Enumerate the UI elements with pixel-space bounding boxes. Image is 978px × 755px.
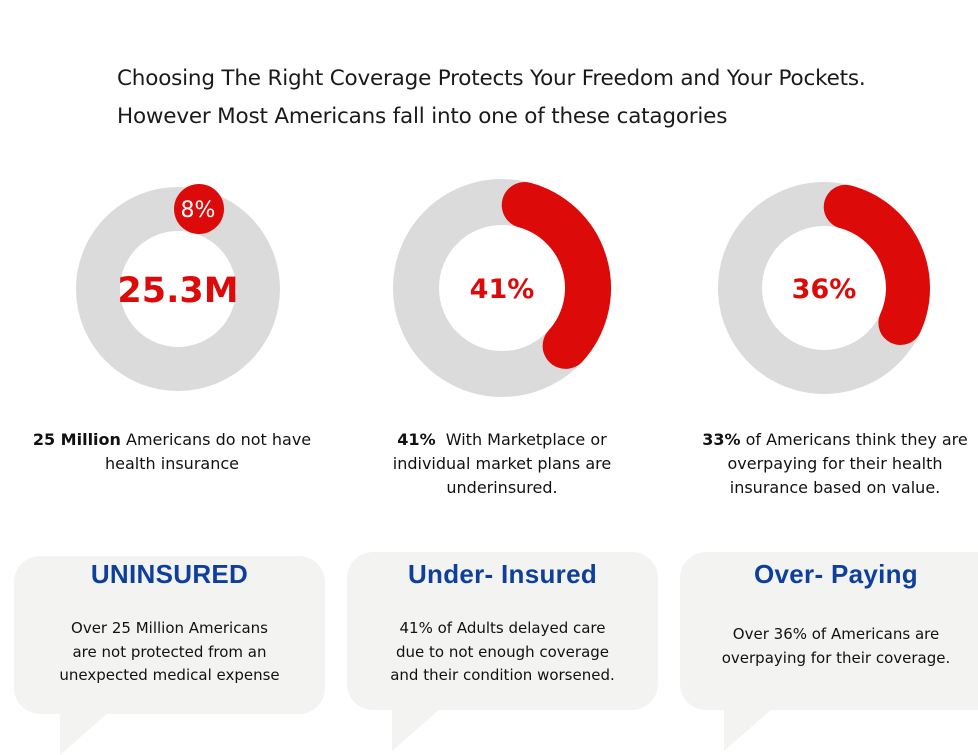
- card-body-line: Over 25 Million Americans: [71, 619, 268, 637]
- stat-caption-overpaying: 33% of Americans think they are overpayi…: [694, 428, 976, 500]
- category-card-uninsured: UNINSURED Over 25 Million Americans are …: [14, 556, 325, 714]
- stat-bold: 25 Million: [32, 430, 121, 449]
- donut-arc: [823, 184, 930, 345]
- donut-arc: [501, 182, 611, 369]
- highlight-badge: 8%: [174, 184, 224, 234]
- stat-text: individual market plans are: [392, 454, 612, 473]
- card-body-line: unexpected medical expense: [59, 666, 280, 684]
- card-body-line: are not protected from an: [72, 642, 267, 661]
- card-body-line: 41% of Adults delayed care: [399, 619, 606, 637]
- highlight-badge-circle: [174, 184, 224, 234]
- card-body: Over 36% of Americans are overpaying for…: [680, 623, 978, 670]
- stat-text: With Marketplace or: [435, 430, 607, 449]
- center-label: 36%: [792, 274, 857, 305]
- speech-bubble-tail: [724, 709, 772, 751]
- stat-text: of Americans think they are: [740, 430, 968, 449]
- stat-text: Americans do not have: [120, 430, 312, 449]
- card-body-line: due to not enough coverage: [395, 642, 610, 661]
- category-card-underinsured: Under- Insured 41% of Adults delayed car…: [347, 552, 658, 710]
- category-card-overpaying: Over- Paying Over 36% of Americans are o…: [680, 552, 978, 710]
- card-title: Under- Insured: [407, 559, 598, 589]
- stat-bold: 33%: [702, 430, 741, 449]
- card-body-line: overpaying for their coverage.: [721, 648, 951, 667]
- center-label: 25.3M: [117, 271, 238, 311]
- card-title: UNINSURED: [90, 559, 249, 589]
- card-body-line: and their condition worsened.: [390, 666, 615, 684]
- stat-text: insurance based on value.: [729, 478, 941, 497]
- card-body: Over 25 Million Americans are not protec…: [14, 617, 325, 688]
- card-body-line: Over 36% of Americans are: [732, 625, 940, 643]
- headline-line-2: However Most Americans fall into one of …: [117, 104, 728, 129]
- card-body: 41% of Adults delayed care due to not en…: [347, 617, 658, 688]
- speech-bubble-tail: [60, 713, 108, 755]
- headline: Choosing The Right Coverage Protects You…: [117, 60, 957, 136]
- stat-text: overpaying for their health: [727, 454, 943, 473]
- stat-text: underinsured.: [446, 478, 558, 497]
- speech-bubble-tail: [392, 709, 440, 751]
- center-label: 41%: [470, 274, 535, 305]
- stat-text: health insurance: [105, 454, 239, 473]
- highlight-badge-label: 8%: [181, 198, 216, 223]
- stat-bold: 41%: [397, 430, 436, 449]
- stat-caption-uninsured: 25 Million Americans do not have health …: [22, 428, 322, 476]
- headline-line-1: Choosing The Right Coverage Protects You…: [117, 66, 866, 91]
- card-title: Over- Paying: [754, 559, 918, 589]
- stat-caption-underinsured: 41% With Marketplace or individual marke…: [372, 428, 632, 500]
